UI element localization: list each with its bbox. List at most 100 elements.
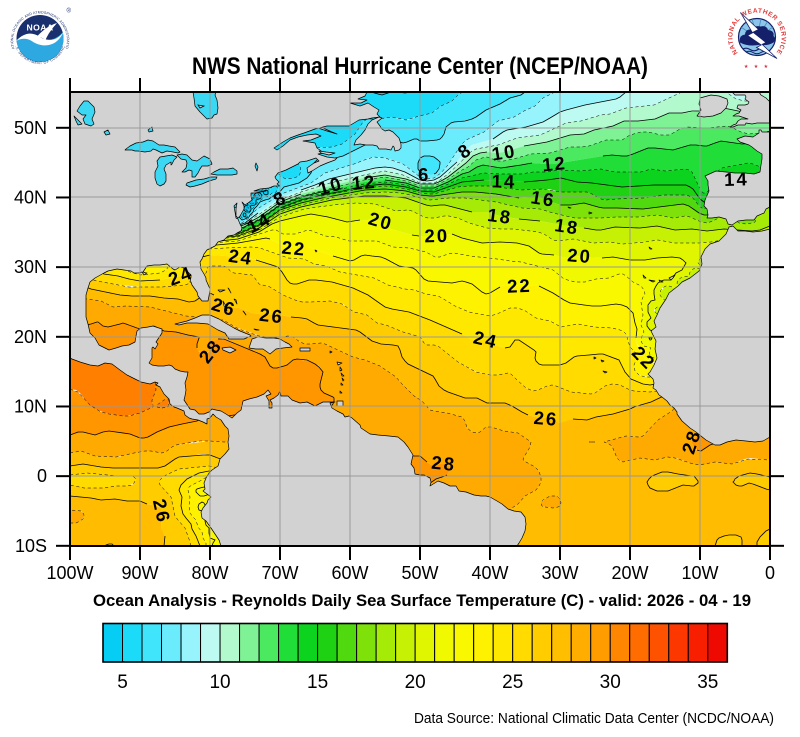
isotherm-label: 14 bbox=[491, 170, 516, 192]
landmass bbox=[647, 225, 770, 446]
lake-woods bbox=[103, 129, 111, 136]
colorbar-cell bbox=[180, 623, 202, 663]
lake-erie bbox=[185, 176, 218, 188]
colorbar-cell bbox=[375, 623, 397, 663]
landmass bbox=[600, 359, 605, 363]
y-axis-label: 20N bbox=[14, 327, 47, 347]
akimiski-island bbox=[197, 104, 206, 109]
colorbar-cell bbox=[219, 623, 241, 663]
colorbar-cell bbox=[102, 623, 124, 663]
landmass bbox=[341, 377, 345, 382]
colorbar-cell bbox=[687, 623, 709, 663]
isotherm-13c-dashed bbox=[70, 162, 770, 238]
colorbar-cell bbox=[239, 623, 260, 663]
x-axis-label: 30W bbox=[541, 563, 578, 583]
landmass bbox=[339, 390, 343, 394]
isotherm-label: 22 bbox=[507, 275, 532, 297]
landmass bbox=[336, 361, 343, 366]
landmass bbox=[642, 274, 647, 279]
landmass bbox=[222, 300, 228, 312]
noaa-emblem-art bbox=[16, 23, 64, 62]
isotherm-label: 12 bbox=[351, 171, 377, 194]
colorbar-tick-labels: 5 10 15 20 25 30 35 bbox=[117, 672, 718, 693]
colorbar-cell bbox=[473, 623, 494, 663]
sst-band-8c bbox=[70, 92, 626, 227]
sst-band-10c bbox=[70, 92, 770, 232]
colorbar-cell bbox=[200, 623, 221, 663]
landmass bbox=[340, 372, 345, 377]
colorbar-tick-label: 10 bbox=[209, 672, 230, 693]
landmass bbox=[340, 382, 344, 386]
lakes bbox=[73, 92, 259, 188]
colorbar-cell bbox=[278, 623, 299, 663]
x-axis-label: 10W bbox=[681, 563, 718, 583]
landmass bbox=[602, 370, 608, 374]
colorbar-cell bbox=[668, 623, 689, 663]
x-axis-label: 40W bbox=[471, 563, 508, 583]
lake-ontario bbox=[210, 167, 238, 176]
colorbar-cell bbox=[297, 623, 319, 663]
noaa-emblem: NOAA bbox=[16, 15, 64, 62]
y-axis-label: 10N bbox=[14, 396, 47, 416]
landmass bbox=[668, 274, 676, 281]
colorbar-tick-label: 30 bbox=[600, 672, 621, 693]
colorbar-cell bbox=[141, 623, 163, 663]
x-axis-label: 90W bbox=[121, 563, 158, 583]
colorbar-tick-label: 15 bbox=[307, 672, 328, 693]
sst-band-29c bbox=[70, 322, 719, 500]
lake-winnipeg bbox=[76, 100, 96, 127]
lake-champlain bbox=[254, 162, 259, 172]
x-axis-label: 70W bbox=[261, 563, 298, 583]
landmass bbox=[696, 94, 729, 118]
colorbar-cell bbox=[395, 623, 416, 663]
lake-michigan bbox=[154, 154, 178, 187]
colorbar-cell bbox=[531, 623, 553, 663]
lake-huron bbox=[176, 153, 213, 178]
sst-band-23c bbox=[70, 238, 770, 546]
colorbar-cell bbox=[317, 623, 338, 663]
sst-band-11c bbox=[70, 103, 770, 234]
colorbar-cells bbox=[102, 623, 728, 663]
colorbar-cell bbox=[258, 623, 280, 663]
datasource-text: Data Source: National Climatic Data Cent… bbox=[414, 710, 774, 727]
colorbar-cell bbox=[629, 623, 650, 663]
x-axis-label: 50W bbox=[401, 563, 438, 583]
noaa-logo: NOAA NATIONAL OCEANIC AND ATMOSPHERIC AD… bbox=[0, 0, 72, 68]
james-bay bbox=[192, 92, 219, 120]
sst-band-15c bbox=[70, 178, 770, 239]
landmass bbox=[248, 336, 293, 355]
colorbar-cell bbox=[512, 623, 533, 663]
landmass bbox=[299, 347, 311, 352]
colorbar-cell bbox=[609, 623, 631, 663]
isotherm-label: 24 bbox=[227, 245, 254, 269]
nws-lightning-bolt bbox=[740, 12, 778, 59]
noaa-registered-mark: ® bbox=[67, 8, 72, 15]
colorbar-cell bbox=[122, 623, 143, 663]
landmass bbox=[242, 310, 247, 316]
landmass bbox=[339, 366, 343, 372]
colorbar-frame bbox=[102, 622, 729, 663]
isotherm-19c-dashed bbox=[70, 202, 770, 315]
isotherm-label: 26 bbox=[258, 304, 285, 328]
x-axis-label: 0 bbox=[765, 563, 775, 583]
gridlines bbox=[70, 92, 770, 546]
map-tick-labels: 100W 90W 80W 70W 60W 50W 40W 30W 20W 10W 0 50N 40N 30… bbox=[14, 118, 775, 583]
isotherm-label: 20 bbox=[567, 244, 593, 267]
nws-logo: NATIONAL WEATHER SERVICE ★ ★ ★ bbox=[727, 8, 786, 70]
colorbar-cell bbox=[551, 623, 572, 663]
landmass bbox=[329, 350, 333, 354]
noaa-acronym: NOAA bbox=[27, 23, 54, 33]
colorbar-cell bbox=[336, 623, 358, 663]
noaa-seagull bbox=[16, 30, 64, 46]
colorbar-cell bbox=[570, 623, 592, 663]
colorbar-tick-label: 25 bbox=[502, 672, 523, 693]
landmass bbox=[318, 150, 336, 156]
landmass bbox=[217, 289, 226, 293]
y-axis-label: 30N bbox=[14, 257, 47, 277]
x-axis-label: 80W bbox=[191, 563, 228, 583]
landmass bbox=[227, 287, 232, 294]
colorbar-cell bbox=[492, 623, 514, 663]
isotherm-label: 14 bbox=[724, 168, 749, 190]
